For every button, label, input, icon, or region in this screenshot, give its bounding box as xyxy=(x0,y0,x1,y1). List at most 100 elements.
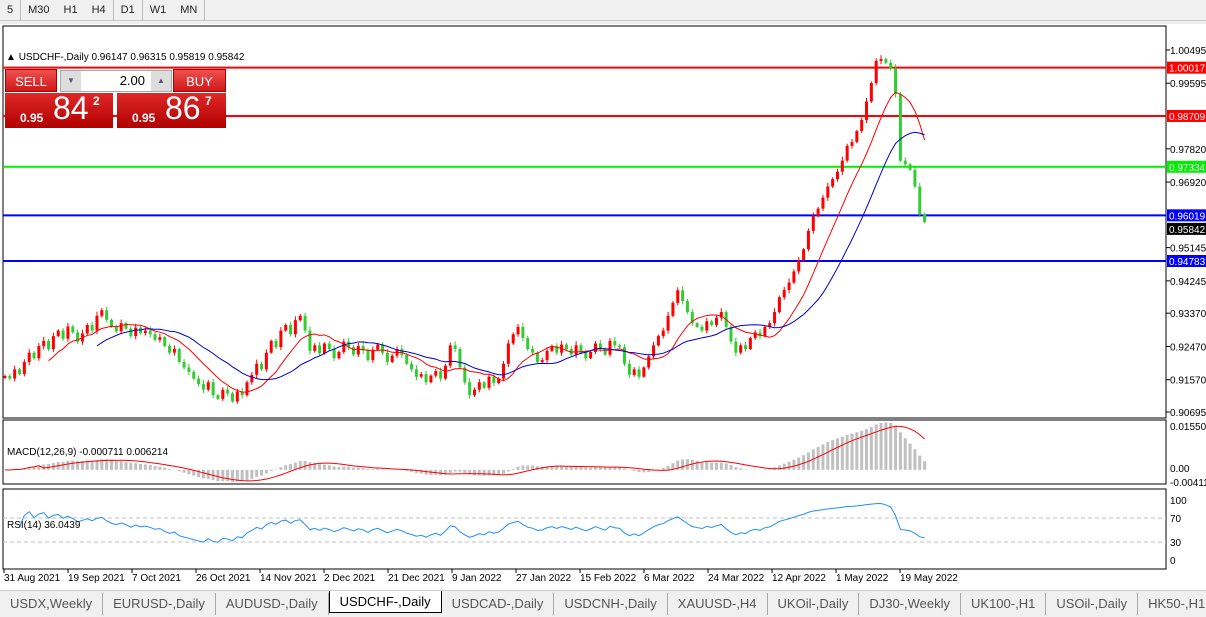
x-tick-label: 9 Jan 2022 xyxy=(452,573,502,584)
tab-ukoil-daily[interactable]: UKOil-,Daily xyxy=(768,593,860,615)
candle-body xyxy=(642,367,646,377)
candle-body xyxy=(676,290,680,303)
candle-body xyxy=(773,312,777,324)
timeframe-h1[interactable]: H1 xyxy=(63,4,78,16)
collapse-triangle-icon[interactable]: ▲ xyxy=(6,52,16,63)
tab-uk100-h1[interactable]: UK100-,H1 xyxy=(961,593,1047,615)
candle-body xyxy=(318,345,322,354)
decrease-lot-icon[interactable]: ▼ xyxy=(61,71,81,91)
candle-body xyxy=(22,361,26,375)
buy-price-prefix: 0.95 xyxy=(132,111,156,125)
lot-size-input[interactable]: 2.00 xyxy=(119,73,145,88)
candle-body xyxy=(168,346,172,353)
tab-usoil-daily[interactable]: USOil-,Daily xyxy=(1046,593,1139,615)
candle-body xyxy=(100,310,104,316)
ohlc-open: 0.96147 xyxy=(91,52,128,63)
candle-body xyxy=(540,360,544,362)
candle-body xyxy=(526,337,530,350)
chart-window[interactable]: 1.00495 0.99595 0.97820 0.96920 0.95145 0.942… xyxy=(0,24,1206,590)
timeframe-m5[interactable]: 5 xyxy=(7,4,14,16)
timeframe-m30[interactable]: M30 xyxy=(20,0,56,21)
candle-body xyxy=(182,361,186,368)
timeframe-w1[interactable]: W1 xyxy=(149,4,167,16)
candle-body xyxy=(322,343,326,354)
macd-zero-label: 0.00 xyxy=(1170,464,1190,475)
candle-body xyxy=(584,352,588,359)
candle-body xyxy=(211,382,215,396)
candle-body xyxy=(535,352,539,362)
tab-xauusd-h4[interactable]: XAUUSD-,H4 xyxy=(668,593,768,615)
current-price-tag xyxy=(1167,222,1206,235)
x-tick-label: 12 Apr 2022 xyxy=(772,573,826,584)
candle-body xyxy=(342,341,346,352)
candle-body xyxy=(414,369,418,377)
candle-body xyxy=(284,325,288,331)
candle-body xyxy=(187,367,191,372)
candle-body xyxy=(593,343,597,352)
candle-body xyxy=(627,363,631,375)
level-price-tag xyxy=(1167,254,1206,267)
candle-body xyxy=(381,344,385,353)
candle-body xyxy=(531,349,535,353)
candle-body xyxy=(337,351,341,359)
ohlc-low: 0.95819 xyxy=(169,52,206,63)
candle-body xyxy=(908,164,912,170)
candle-body xyxy=(458,349,462,368)
level-price-label: 0.98709 xyxy=(1169,112,1206,123)
buy-price-fraction: 7 xyxy=(205,94,212,108)
candle-body xyxy=(865,101,869,120)
candle-body xyxy=(366,350,370,361)
timeframe-d1[interactable]: D1 xyxy=(112,0,143,21)
level-price-tag xyxy=(1167,160,1206,173)
main-panel-frame xyxy=(2,25,1167,419)
candle-body xyxy=(797,260,801,272)
candle-body xyxy=(332,349,336,359)
timeframe-mn[interactable]: MN xyxy=(173,0,206,21)
level-price-label: 0.94783 xyxy=(1169,257,1206,268)
x-tick-label: 26 Oct 2021 xyxy=(196,573,251,584)
tab-usdcad-daily[interactable]: USDCAD-,Daily xyxy=(442,593,555,615)
candle-body xyxy=(419,374,423,377)
tab-hk50-h1[interactable]: HK50-,H1 xyxy=(1148,596,1206,611)
sell-button[interactable]: SELL xyxy=(5,69,57,92)
tab-usdcnh-daily[interactable]: USDCNH-,Daily xyxy=(554,593,668,615)
tab-audusd-daily[interactable]: AUDUSD-,Daily xyxy=(216,593,329,615)
candle-body xyxy=(826,186,830,198)
candle-body xyxy=(206,382,210,390)
price-chart[interactable]: 1.00495 0.99595 0.97820 0.96920 0.95145 0.942… xyxy=(0,24,1206,590)
y-tick-label: 0.92470 xyxy=(1170,342,1206,353)
candle-body xyxy=(482,382,486,388)
sell-price-box[interactable]: 0.95 84 2 xyxy=(5,90,113,128)
candle-body xyxy=(845,145,849,161)
candle-body xyxy=(51,336,55,350)
candle-body xyxy=(748,337,752,350)
candle-body xyxy=(685,300,689,313)
buy-price-box[interactable]: 0.95 86 7 xyxy=(117,90,226,128)
timeframe-h4[interactable]: H4 xyxy=(91,4,106,16)
candle-body xyxy=(347,341,351,348)
candle-body xyxy=(792,271,796,283)
x-tick-label: 31 Aug 2021 xyxy=(4,573,61,584)
tab-eurusd-daily[interactable]: EURUSD-,Daily xyxy=(103,593,216,615)
candle-body xyxy=(758,332,762,337)
moving-average-fast xyxy=(48,91,926,393)
tab-usdx-weekly[interactable]: USDX,Weekly xyxy=(0,593,104,615)
candle-body xyxy=(869,83,873,102)
candle-body xyxy=(744,345,748,350)
current-price-label: 0.95842 xyxy=(1169,225,1206,236)
candle-body xyxy=(313,345,317,351)
candle-body xyxy=(269,340,273,353)
lot-size-stepper[interactable]: ▼ 2.00 ▲ xyxy=(60,70,172,92)
candle-body xyxy=(831,179,835,187)
candle-body xyxy=(134,327,138,337)
buy-button[interactable]: BUY xyxy=(173,69,226,92)
candle-body xyxy=(719,312,723,318)
tab-dj30-weekly[interactable]: DJ30-,Weekly xyxy=(859,593,962,615)
candle-body xyxy=(279,330,283,348)
candle-body xyxy=(690,312,694,324)
x-tick-label: 14 Nov 2021 xyxy=(260,573,317,584)
candle-body xyxy=(894,68,898,95)
tab-usdchf-daily[interactable]: USDCHF-,Daily xyxy=(328,591,442,613)
increase-lot-icon[interactable]: ▲ xyxy=(151,71,171,91)
candle-body xyxy=(124,323,128,329)
